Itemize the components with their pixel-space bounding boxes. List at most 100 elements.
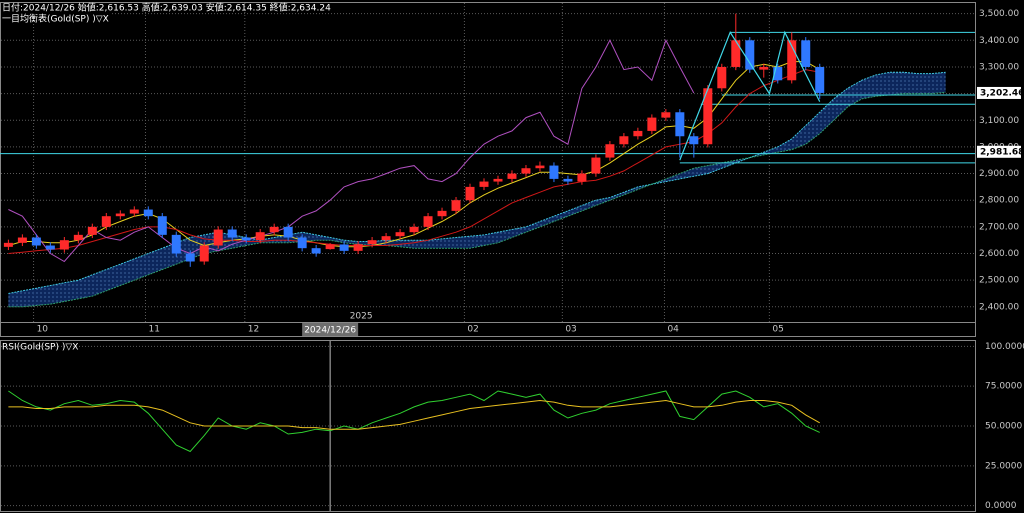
- y-tick-label: 25.0000: [985, 461, 1022, 471]
- candle-body: [507, 173, 517, 179]
- price-label: 3,202.46: [980, 88, 1024, 98]
- candle-body: [647, 117, 657, 131]
- candle-body: [633, 130, 643, 137]
- x-tick-label: 12: [248, 325, 259, 335]
- candle-body: [493, 178, 503, 182]
- candle-body: [129, 209, 139, 214]
- candle-body: [17, 237, 27, 243]
- candle-body: [325, 244, 335, 250]
- candle-body: [115, 213, 125, 217]
- ichimoku-cloud: [8, 72, 946, 307]
- candle-body: [451, 200, 461, 211]
- candle-body: [339, 244, 349, 251]
- cursor-label: 2024/12/26: [304, 326, 356, 336]
- rsi-line: [8, 390, 820, 453]
- rsi-panel: [0, 340, 976, 512]
- candle-body: [367, 240, 377, 245]
- candle-body: [3, 242, 13, 247]
- y-tick-label: 3,100.00: [979, 116, 1019, 126]
- title-box: [1, 3, 111, 22]
- candle-body: [283, 226, 293, 238]
- x-tick-label: 11: [148, 325, 159, 335]
- indicator-title: 一目均衡表(Gold(SP) )▽X: [2, 13, 109, 25]
- y-tick-label: 2,400.00: [979, 302, 1019, 312]
- chart-title: 日付:2024/12/26 始値:2,616.53 高値:2,639.03 安値…: [2, 2, 331, 14]
- y-tick-label: 75.0000: [985, 382, 1022, 392]
- candle-body: [185, 253, 195, 262]
- candle-body: [549, 165, 559, 179]
- rsi-title: RSI(Gold(SP) )▽X: [2, 343, 78, 353]
- candle-body: [353, 244, 363, 251]
- price-label-box: [977, 86, 1021, 99]
- candle-body: [409, 226, 419, 233]
- y-tick-label: 0.0000: [985, 501, 1017, 511]
- candle-body: [521, 168, 531, 174]
- candle-body: [703, 88, 713, 145]
- candle-body: [661, 112, 671, 118]
- indicator-line: [8, 69, 820, 254]
- candle-body: [395, 232, 405, 237]
- candle-body: [759, 66, 769, 70]
- price-label-box: [977, 145, 1021, 158]
- span-b-line: [8, 91, 946, 308]
- candle-body: [87, 226, 97, 235]
- y-tick-label: 2,500.00: [979, 276, 1019, 286]
- candle-body: [73, 234, 83, 241]
- candle-body: [381, 236, 391, 241]
- candle-body: [773, 66, 783, 81]
- candle-body: [45, 245, 55, 250]
- candle-body: [689, 136, 699, 145]
- candle-body: [297, 237, 307, 249]
- candle-body: [745, 40, 755, 70]
- y-tick-label: 3,400.00: [979, 36, 1019, 46]
- candle-body: [815, 66, 825, 93]
- candle-body: [143, 209, 153, 217]
- span-a-line: [8, 71, 946, 294]
- x-tick-label: 04: [667, 325, 679, 335]
- candle-body: [787, 40, 797, 81]
- y-tick-label: 2,900.00: [979, 169, 1019, 179]
- candle-body: [227, 229, 237, 238]
- candle-body: [157, 216, 167, 235]
- candle-body: [801, 40, 811, 67]
- candle-body: [675, 112, 685, 137]
- candle-body: [535, 165, 545, 169]
- y-tick-label: 100.0000: [985, 342, 1024, 352]
- candle-body: [437, 210, 447, 217]
- candle-body: [619, 136, 629, 145]
- candle-body: [591, 157, 601, 174]
- candle-body: [31, 237, 41, 246]
- candle-body: [563, 178, 573, 182]
- y-tick-label: 3,300.00: [979, 62, 1019, 72]
- candle-body: [717, 66, 727, 89]
- candle-body: [59, 240, 69, 250]
- candle-body: [311, 248, 321, 254]
- x-tick-label: 10: [37, 325, 49, 335]
- candle-body: [605, 144, 615, 158]
- y-tick-label: 2,600.00: [979, 249, 1019, 259]
- y-tick-label: 2,700.00: [979, 222, 1019, 232]
- candle-body: [731, 40, 741, 67]
- x-tick-label: 03: [565, 325, 576, 335]
- date-axis: [0, 322, 976, 337]
- x-tick-label: 02: [467, 325, 478, 335]
- candle-body: [213, 229, 223, 246]
- candle-body: [465, 186, 475, 201]
- candle-body: [423, 216, 433, 227]
- candle-body: [255, 232, 265, 241]
- candle-body: [577, 173, 587, 182]
- y-tick-label: 50.0000: [985, 422, 1022, 432]
- candle-body: [101, 216, 111, 227]
- y-tick-label: 2,800.00: [979, 196, 1019, 206]
- pattern-line: [679, 30, 821, 161]
- candle-body: [269, 226, 279, 233]
- price-label: 2,981.68: [980, 147, 1024, 157]
- candle-body: [171, 234, 181, 254]
- year-label: 2025: [350, 312, 373, 322]
- rsi-line: [8, 399, 820, 430]
- indicator-line: [8, 39, 695, 263]
- x-tick-label: 05: [772, 325, 783, 335]
- candle-body: [241, 237, 251, 241]
- cursor-label-box: [302, 323, 359, 336]
